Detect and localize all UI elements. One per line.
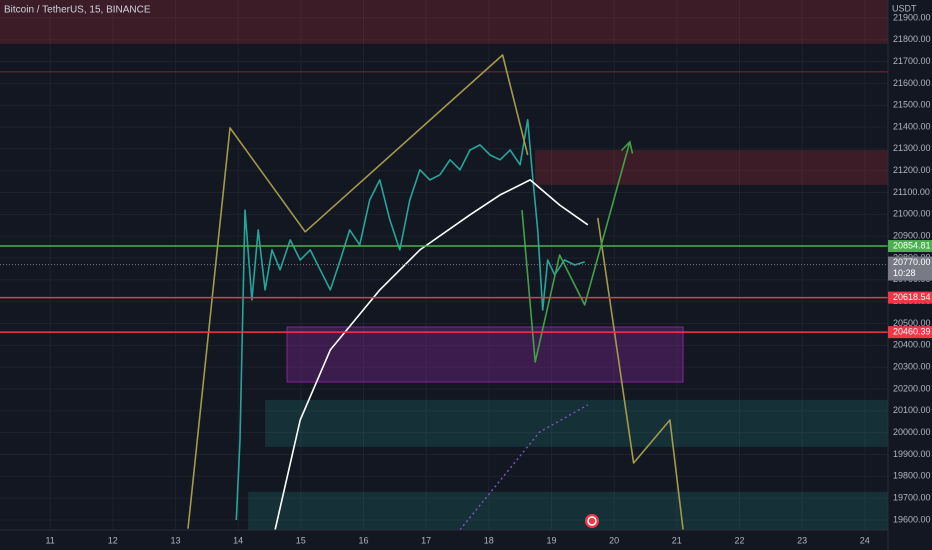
zones <box>0 0 889 530</box>
y-tick-label: 20500.00 <box>893 318 931 328</box>
axes: 19600.00 19700.00 19800.00 19900.00 20000.00… <box>45 12 932 545</box>
y-tick-label: 21600.00 <box>893 78 931 88</box>
price-label-box <box>888 291 932 304</box>
y-tick-label: 21000.00 <box>893 209 931 219</box>
axis-unit: USDT <box>892 3 917 13</box>
zone <box>248 491 889 530</box>
y-tick-label: 20400.00 <box>893 340 931 350</box>
y-tick-label: 21500.00 <box>893 100 931 110</box>
y-tick-label: 19700.00 <box>893 493 931 503</box>
y-tick-label: 20900.00 <box>893 231 931 241</box>
x-tick-label: 22 <box>734 535 744 545</box>
price-label: 20854.81 <box>893 240 931 250</box>
x-tick-label: 16 <box>358 535 368 545</box>
plot <box>0 54 888 531</box>
y-tick-label: 20000.00 <box>893 427 931 437</box>
price-label: 20618.54 <box>893 292 931 302</box>
x-tick-label: 13 <box>170 535 180 545</box>
x-tick-label: 17 <box>421 535 431 545</box>
logo-icon <box>585 514 599 528</box>
x-tick-label: 19 <box>546 535 556 545</box>
x-tick-label: 15 <box>296 535 306 545</box>
series-line <box>274 179 589 530</box>
y-tick-label: 21400.00 <box>893 121 931 131</box>
grid <box>0 0 888 530</box>
zone <box>286 326 684 383</box>
y-tick-label: 19800.00 <box>893 471 931 481</box>
y-tick-label: 20200.00 <box>893 383 931 393</box>
price-label-box <box>888 256 932 281</box>
price-label-box <box>888 326 932 339</box>
series-line <box>521 141 631 363</box>
price-label-box <box>888 240 932 253</box>
chart-title: Bitcoin / TetherUS, 15, BINANCE <box>4 5 151 16</box>
x-tick-label: 24 <box>860 535 870 545</box>
x-tick-label: 11 <box>45 535 54 545</box>
x-tick-label: 18 <box>484 535 494 545</box>
y-tick-label: 21900.00 <box>893 12 931 22</box>
x-tick-label: 14 <box>233 535 243 545</box>
y-tick-label: 19900.00 <box>893 449 931 459</box>
x-tick-label: 12 <box>108 535 118 545</box>
y-tick-label: 21100.00 <box>893 187 930 197</box>
price-label: 20460.39 <box>893 327 931 337</box>
y-tick-label: 20300.00 <box>893 362 931 372</box>
price-countdown: 10:28 <box>893 268 916 278</box>
zone <box>265 399 888 447</box>
zone <box>0 0 888 44</box>
arrow-head <box>620 140 634 154</box>
y-tick-label: 21300.00 <box>893 143 931 153</box>
price-label: 20770.00 <box>893 257 931 267</box>
series-line <box>235 119 585 521</box>
y-tick-label: 21200.00 <box>893 165 931 175</box>
x-tick-label: 23 <box>797 535 807 545</box>
y-tick-label: 19600.00 <box>893 514 931 524</box>
y-tick-label: 21700.00 <box>893 56 931 66</box>
series-line <box>187 54 684 530</box>
series-line <box>459 404 589 531</box>
y-tick-label: 20100.00 <box>893 405 931 415</box>
y-tick-label: 21800.00 <box>893 34 931 44</box>
x-tick-label: 20 <box>609 535 619 545</box>
zone <box>535 149 888 185</box>
x-tick-label: 21 <box>672 535 682 545</box>
